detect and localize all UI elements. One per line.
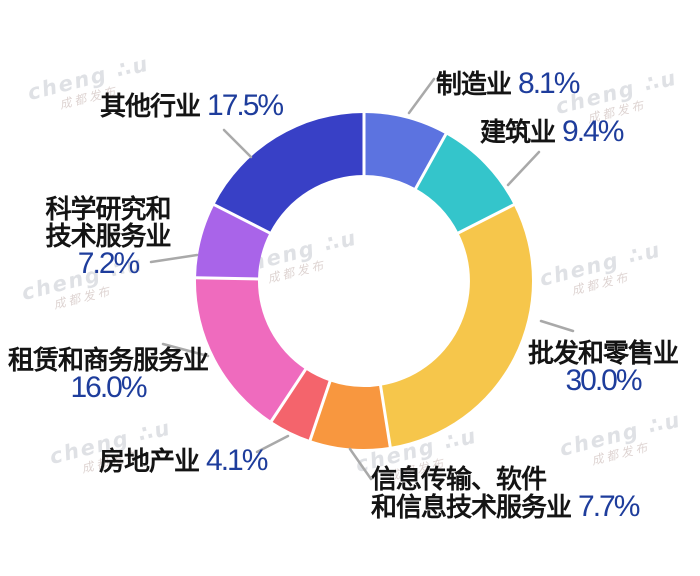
label-science-tech-pct: 7.2%: [77, 247, 140, 280]
leader-line-science-tech: [149, 253, 199, 264]
label-science-tech-name-line2: 技术服务业: [45, 221, 171, 251]
donut-segment-info-tech: [310, 381, 391, 449]
label-construction-name: 建筑业: [480, 117, 556, 147]
segment-divider: [308, 379, 332, 442]
leader-line-wholesale-retail: [539, 319, 575, 333]
label-leasing-business-pct: 16.0%: [70, 371, 147, 404]
segment-divider: [456, 202, 516, 235]
leader-line-others: [222, 128, 253, 159]
label-leasing-business-name: 租赁和商务服务业: [8, 345, 209, 375]
label-real-estate-pct: 4.1%: [206, 444, 268, 477]
label-wholesale-retail: 批发和零售业 30.0%: [508, 338, 698, 397]
leader-line-real-estate: [255, 434, 290, 454]
segment-divider: [212, 202, 272, 235]
leader-line-construction: [506, 150, 541, 187]
label-real-estate-name: 房地产业: [99, 446, 200, 476]
leader-line-manufacturing: [407, 77, 436, 115]
leader-line-leasing-business: [161, 342, 210, 358]
label-construction-pct: 9.4%: [562, 115, 624, 148]
label-manufacturing: 制造业 8.1%: [436, 67, 580, 100]
label-info-tech-name-line1: 信息传输、软件: [371, 464, 547, 494]
label-others-pct: 17.5%: [207, 89, 284, 122]
label-info-tech: 信息传输、软件 和信息技术服务业 7.7%: [371, 464, 640, 523]
label-others-name: 其他行业: [100, 91, 201, 121]
donut-segment-science-tech: [196, 204, 270, 279]
label-manufacturing-pct: 8.1%: [518, 67, 580, 100]
label-science-tech-name-line1: 科学研究和: [45, 194, 171, 224]
label-info-tech-name-line2: 和信息技术服务业: [371, 492, 572, 522]
donut-segment-leasing-business: [195, 277, 306, 422]
label-others: 其他行业 17.5%: [100, 89, 284, 122]
leader-line-info-tech: [348, 447, 373, 481]
label-wholesale-retail-name: 批发和零售业: [527, 338, 679, 368]
donut-segment-wholesale-retail: [380, 204, 533, 447]
label-science-tech: 科学研究和 技术服务业 7.2%: [38, 194, 178, 280]
donut-segment-others: [214, 112, 364, 233]
label-leasing-business: 租赁和商务服务业 16.0%: [8, 345, 209, 404]
label-construction: 建筑业 9.4%: [480, 115, 624, 148]
donut-segment-construction: [415, 134, 514, 233]
label-manufacturing-name: 制造业: [436, 69, 512, 99]
label-wholesale-retail-pct: 30.0%: [565, 364, 642, 397]
segment-divider: [269, 367, 308, 423]
segment-divider: [194, 276, 260, 281]
label-info-tech-pct: 7.7%: [578, 490, 640, 523]
label-real-estate: 房地产业 4.1%: [99, 444, 268, 477]
segment-divider: [378, 384, 392, 449]
segment-divider: [413, 132, 448, 191]
